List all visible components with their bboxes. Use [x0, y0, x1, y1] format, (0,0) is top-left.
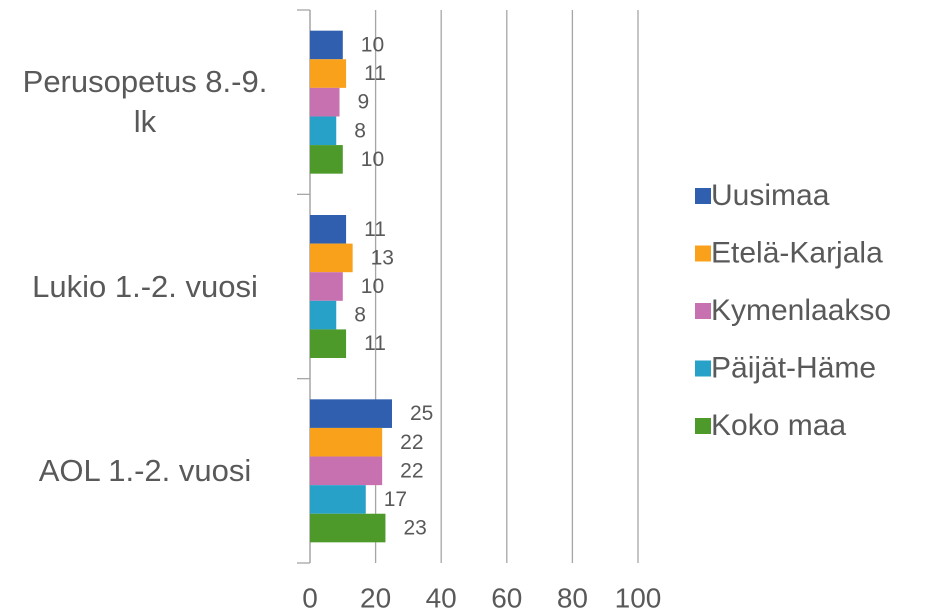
data-label: 10 — [361, 275, 384, 298]
bar — [310, 456, 383, 486]
data-label: 11 — [364, 62, 386, 85]
data-label: 17 — [384, 488, 407, 511]
legend-label: Päijät-Häme — [711, 351, 876, 384]
data-label: 9 — [358, 91, 370, 114]
x-tick-label: 60 — [491, 582, 522, 613]
legend-swatch — [695, 245, 711, 262]
data-label: 22 — [400, 459, 423, 482]
x-tick-label: 80 — [557, 582, 588, 613]
data-label: 10 — [361, 34, 384, 57]
x-tick-label: 20 — [360, 582, 391, 613]
data-label: 8 — [354, 119, 366, 142]
legend-swatch — [695, 188, 711, 204]
bar — [310, 116, 337, 146]
category-label: AOL 1.-2. vuosi — [38, 452, 252, 488]
bar — [310, 30, 343, 60]
bar — [310, 300, 337, 330]
bar — [310, 243, 353, 273]
data-label: 23 — [403, 517, 426, 540]
legend-label: Kymenlaakso — [711, 294, 891, 327]
legend-swatch — [695, 303, 711, 319]
bar — [310, 59, 347, 88]
category-label: Lukio 1.-2. vuosi — [32, 268, 258, 304]
data-label: 22 — [400, 431, 423, 454]
bar — [310, 272, 343, 301]
data-label: 10 — [361, 148, 384, 171]
bar — [310, 399, 392, 428]
data-label: 13 — [371, 246, 394, 269]
data-label: 8 — [354, 304, 366, 327]
bar — [310, 145, 343, 174]
data-label: 11 — [364, 218, 386, 241]
x-tick-label: 40 — [426, 582, 457, 613]
data-label: 25 — [410, 402, 433, 425]
legend-label: Uusimaa — [711, 179, 830, 212]
x-tick-label: 0 — [302, 582, 318, 613]
x-tick-label: 100 — [615, 582, 662, 613]
bar — [310, 427, 383, 457]
category-label: Perusopetus 8.-9. lk — [22, 64, 268, 140]
legend-label: Koko maa — [711, 409, 846, 442]
legend-swatch — [695, 418, 711, 434]
legend-swatch — [695, 360, 711, 377]
data-label: 11 — [364, 332, 386, 355]
bar — [310, 513, 386, 543]
legend-label: Etelä-Karjala — [711, 236, 883, 269]
bar — [310, 215, 347, 244]
bar — [310, 485, 366, 514]
bar — [310, 87, 340, 117]
bar — [310, 329, 347, 358]
